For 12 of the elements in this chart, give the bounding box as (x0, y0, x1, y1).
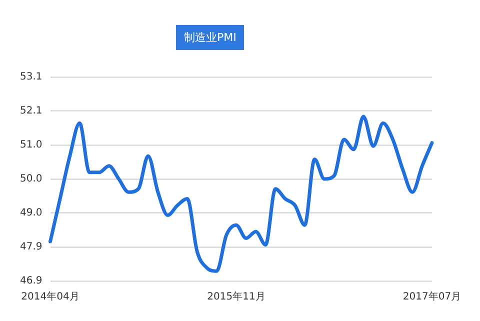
y-tick-label: 51.0 (20, 140, 42, 151)
x-tick-label: 2017年07月 (402, 290, 462, 303)
y-tick-label: 52.1 (20, 106, 42, 117)
y-tick-label: 50.0 (20, 174, 42, 185)
y-tick-label: 53.1 (20, 72, 42, 83)
y-tick-label: 46.9 (20, 276, 42, 287)
y-tick-label: 49.0 (20, 208, 42, 219)
line-series (48, 114, 434, 273)
x-tick-label: 2015年11月 (207, 290, 266, 303)
x-tick-label: 2014年04月 (21, 290, 80, 303)
chart-title: 制造业PMI (176, 25, 244, 50)
y-tick-label: 47.9 (20, 242, 42, 253)
